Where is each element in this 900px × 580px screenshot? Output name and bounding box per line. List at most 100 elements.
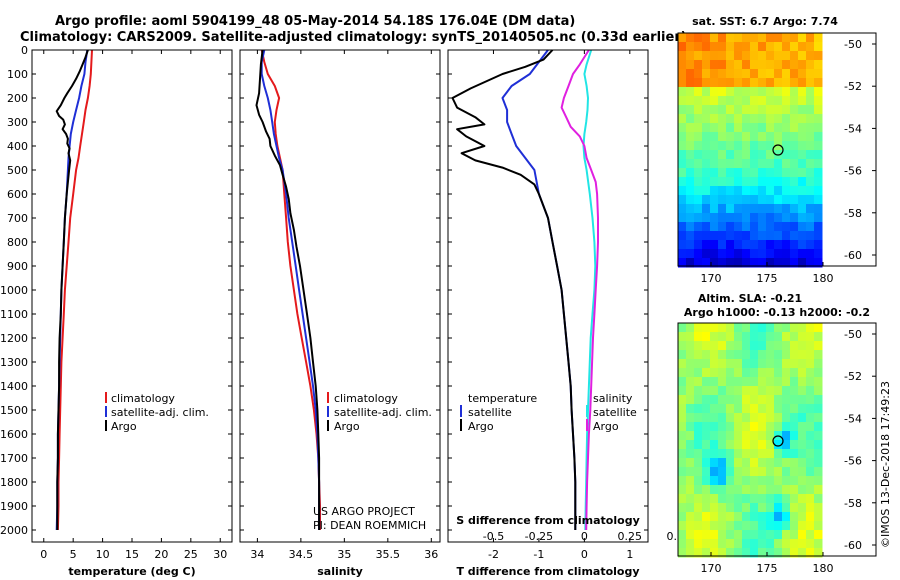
map-cell bbox=[806, 377, 815, 387]
map-cell bbox=[766, 222, 775, 232]
map-cell bbox=[678, 377, 687, 387]
map-cell bbox=[766, 332, 775, 342]
map-cell bbox=[694, 368, 703, 378]
depth-tick-label: 1000 bbox=[0, 284, 28, 297]
map-cell bbox=[750, 240, 759, 250]
map-cell bbox=[782, 123, 791, 133]
map-cell bbox=[694, 249, 703, 259]
map-cell bbox=[782, 404, 791, 414]
map-cell bbox=[702, 530, 711, 540]
sst-map: sat. SST: 6.7 Argo: 7.74 -50 -52 -54 -56 -58… bbox=[677, 15, 877, 285]
map-cell bbox=[774, 231, 783, 241]
map-cell bbox=[726, 332, 735, 342]
map-cell bbox=[702, 186, 711, 196]
map-cell bbox=[806, 350, 815, 360]
map-cell bbox=[710, 332, 719, 342]
map-cell bbox=[814, 159, 823, 169]
map-cell bbox=[742, 195, 751, 205]
map-cell bbox=[694, 350, 703, 360]
map-cell bbox=[750, 231, 759, 241]
map-cell bbox=[734, 105, 743, 115]
map-cell bbox=[742, 96, 751, 106]
map-cell bbox=[790, 87, 799, 97]
map-cell bbox=[814, 249, 823, 259]
map-cell bbox=[750, 395, 759, 405]
map-cell bbox=[742, 249, 751, 259]
map-cell bbox=[750, 114, 759, 124]
map-cell bbox=[766, 33, 775, 43]
map-cell bbox=[806, 332, 815, 342]
map-cell bbox=[774, 195, 783, 205]
map-cell bbox=[790, 503, 799, 513]
depth-tick-label: 700 bbox=[7, 212, 28, 225]
map-cell bbox=[678, 258, 687, 268]
map-cell bbox=[678, 530, 687, 540]
map-cell bbox=[766, 177, 775, 187]
map-cell bbox=[718, 341, 727, 351]
map-cell bbox=[798, 485, 807, 495]
map-cell bbox=[686, 467, 695, 477]
map-cell bbox=[710, 78, 719, 88]
map-cell bbox=[790, 368, 799, 378]
map-cell bbox=[718, 548, 727, 558]
map-cell bbox=[790, 105, 799, 115]
x-tick-label: 25 bbox=[184, 548, 198, 561]
map-cell bbox=[702, 368, 711, 378]
map-cell bbox=[710, 60, 719, 70]
map-cell bbox=[806, 548, 815, 558]
map-cell bbox=[686, 476, 695, 486]
map-cell bbox=[710, 204, 719, 214]
map-cell bbox=[742, 114, 751, 124]
depth-tick-label: 1400 bbox=[0, 380, 28, 393]
map-cell bbox=[694, 485, 703, 495]
map-cell bbox=[758, 539, 767, 549]
map-cell bbox=[710, 512, 719, 522]
map-cell bbox=[702, 458, 711, 468]
map-cell bbox=[790, 512, 799, 522]
depth-tick-label: 2000 bbox=[0, 524, 28, 537]
map-cell bbox=[750, 222, 759, 232]
map-cell bbox=[718, 350, 727, 360]
map-cell bbox=[806, 539, 815, 549]
map-cell bbox=[694, 494, 703, 504]
map-cell bbox=[758, 69, 767, 79]
map-cell bbox=[734, 96, 743, 106]
map-cell bbox=[694, 422, 703, 432]
map-cell bbox=[806, 159, 815, 169]
map-cell bbox=[686, 548, 695, 558]
map-cell bbox=[726, 258, 735, 268]
map-cell bbox=[686, 521, 695, 531]
map-cell bbox=[758, 512, 767, 522]
map-cell bbox=[790, 78, 799, 88]
map-cell bbox=[790, 177, 799, 187]
map-cell bbox=[774, 413, 783, 423]
map-lat-tick-label: -54 bbox=[844, 412, 862, 425]
map-cell bbox=[814, 222, 823, 232]
map-cell bbox=[766, 105, 775, 115]
map-cell bbox=[678, 42, 687, 52]
map-cell bbox=[710, 213, 719, 223]
map-cell bbox=[686, 186, 695, 196]
map-cell bbox=[750, 359, 759, 369]
map-cell bbox=[694, 69, 703, 79]
map-cell bbox=[814, 539, 823, 549]
map-cell bbox=[718, 521, 727, 531]
map-cell bbox=[750, 548, 759, 558]
map-cell bbox=[734, 350, 743, 360]
map-cell bbox=[806, 132, 815, 142]
map-cell bbox=[782, 341, 791, 351]
series-line-climatology bbox=[56, 49, 93, 531]
map-cell bbox=[782, 132, 791, 142]
map-lat-tick-label: -50 bbox=[844, 328, 862, 341]
map-lat-tick-label: -58 bbox=[844, 497, 862, 510]
map-cell bbox=[774, 422, 783, 432]
map-cell bbox=[742, 350, 751, 360]
map-cell bbox=[694, 395, 703, 405]
map-lat-tick-label: -52 bbox=[844, 80, 862, 93]
salinity-legend: climatology satellite-adj. clim. Argo bbox=[327, 392, 432, 433]
map-cell bbox=[782, 222, 791, 232]
x-tick-label: 34 bbox=[250, 548, 264, 561]
map-cell bbox=[774, 132, 783, 142]
map-cell bbox=[702, 69, 711, 79]
map-cell bbox=[782, 467, 791, 477]
